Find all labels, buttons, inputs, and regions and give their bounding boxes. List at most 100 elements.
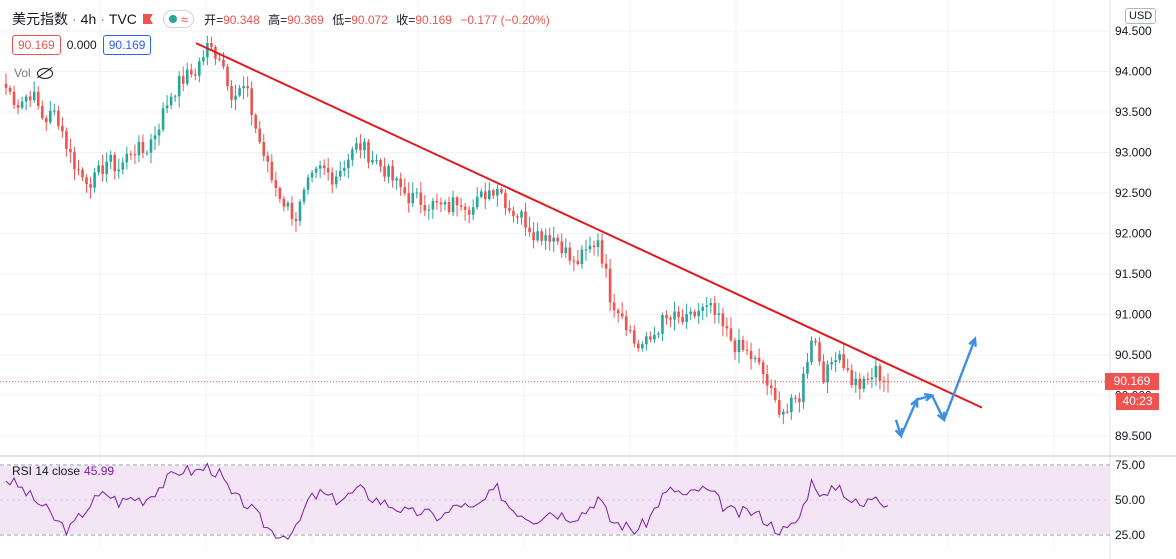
candle-body xyxy=(516,216,519,218)
candle-body xyxy=(536,231,539,241)
candle-body xyxy=(423,204,427,211)
rsi-legend[interactable]: RSI 14 close 45.99 xyxy=(12,464,114,478)
candle-body xyxy=(379,159,382,167)
candle-body xyxy=(697,310,701,317)
candle-body xyxy=(492,190,495,196)
candle-body xyxy=(701,306,705,311)
candle-body xyxy=(681,316,684,323)
candle-body xyxy=(53,110,56,112)
candle-body xyxy=(773,388,777,401)
candle-body xyxy=(483,191,487,200)
price-tick-label: 91.000 xyxy=(1115,308,1152,322)
candle-body xyxy=(202,57,205,62)
change-value: −0.177 (−0.20%) xyxy=(460,12,550,27)
candle-body xyxy=(568,247,572,261)
candle-body xyxy=(689,311,692,315)
candle-body xyxy=(620,313,624,317)
candle-body xyxy=(479,191,483,197)
price-tick-label: 92.500 xyxy=(1115,186,1152,200)
candle-body xyxy=(673,311,676,320)
candle-body xyxy=(475,196,479,208)
candle-body xyxy=(173,96,177,98)
candle-body xyxy=(266,155,270,162)
vol-label: Vol xyxy=(14,66,31,80)
candle-body xyxy=(230,86,233,100)
candle-body xyxy=(246,86,249,89)
candle-body xyxy=(290,202,294,219)
candle-body xyxy=(576,260,580,265)
candle-body xyxy=(556,237,560,242)
price-tick-label: 94.500 xyxy=(1115,24,1152,38)
candle-body xyxy=(69,148,72,153)
candle-body xyxy=(302,189,306,202)
high-label: 高= xyxy=(268,12,288,27)
chart-legend: 美元指数 · 4h · TVC ≈ 开=90.348 高=90.369 低=90… xyxy=(12,9,555,29)
candle-body xyxy=(403,187,407,194)
candle-body xyxy=(757,357,761,363)
candle-body xyxy=(749,350,753,360)
candle-body xyxy=(777,400,781,415)
projection-arrowhead xyxy=(894,427,904,439)
candle-body xyxy=(399,178,402,188)
candle-body xyxy=(471,207,475,215)
candle-body xyxy=(40,105,44,119)
close-value: 90.169 xyxy=(415,12,452,27)
rsi-tick-label: 25.00 xyxy=(1115,528,1145,542)
candle-body xyxy=(121,162,125,170)
candle-body xyxy=(588,245,592,250)
currency-button[interactable]: USD xyxy=(1125,8,1157,24)
market-status-pill[interactable]: ≈ xyxy=(162,10,195,28)
candle-body xyxy=(415,192,419,194)
candle-body xyxy=(206,43,209,58)
candle-body xyxy=(838,354,841,361)
projection-arrowhead xyxy=(910,397,919,408)
bid-box[interactable]: 90.169 xyxy=(12,35,61,55)
bid-ask-boxes: 90.169 0.000 90.169 xyxy=(12,35,152,55)
ask-box[interactable]: 90.169 xyxy=(102,35,152,55)
candle-body xyxy=(846,368,850,371)
candle-body xyxy=(580,249,584,265)
candle-body xyxy=(612,302,616,311)
candle-body xyxy=(77,169,80,171)
market-open-dot-icon xyxy=(168,15,177,23)
candle-body xyxy=(496,188,499,196)
eye-hidden-icon[interactable] xyxy=(36,67,53,79)
candle-body xyxy=(850,370,854,386)
candle-body xyxy=(524,211,527,228)
candle-body xyxy=(637,343,640,349)
candle-body xyxy=(387,165,390,177)
candle-body xyxy=(73,152,76,170)
candle-body xyxy=(544,235,547,241)
candle-body xyxy=(874,365,878,378)
candle-body xyxy=(97,165,100,173)
candle-body xyxy=(310,172,314,178)
candle-body xyxy=(628,330,632,332)
candle-body xyxy=(818,342,821,362)
flag-icon xyxy=(142,14,153,24)
candle-body xyxy=(548,235,551,242)
price-tick-label: 90.500 xyxy=(1115,348,1152,362)
candle-body xyxy=(798,398,801,403)
projection-arrowhead xyxy=(923,392,935,402)
rsi-label: RSI 14 close xyxy=(12,464,81,478)
symbol-name[interactable]: 美元指数 xyxy=(12,11,68,27)
candle-body xyxy=(322,165,326,169)
candle-body xyxy=(49,110,52,123)
resistance-trendline xyxy=(195,42,983,409)
legend-separator: · xyxy=(72,11,77,27)
candle-body xyxy=(685,314,688,323)
interval-label[interactable]: 4h xyxy=(80,11,97,27)
price-tick-label: 94.000 xyxy=(1115,65,1152,79)
candle-body xyxy=(222,59,225,67)
candle-body xyxy=(504,192,507,209)
candle-body xyxy=(411,192,415,204)
candle-body xyxy=(729,328,733,341)
candle-body xyxy=(584,249,588,251)
candle-body xyxy=(282,198,286,207)
candle-body xyxy=(677,311,680,317)
candle-body xyxy=(343,168,346,171)
candle-body xyxy=(842,354,845,369)
candle-body xyxy=(435,200,439,203)
candle-body xyxy=(274,180,278,188)
